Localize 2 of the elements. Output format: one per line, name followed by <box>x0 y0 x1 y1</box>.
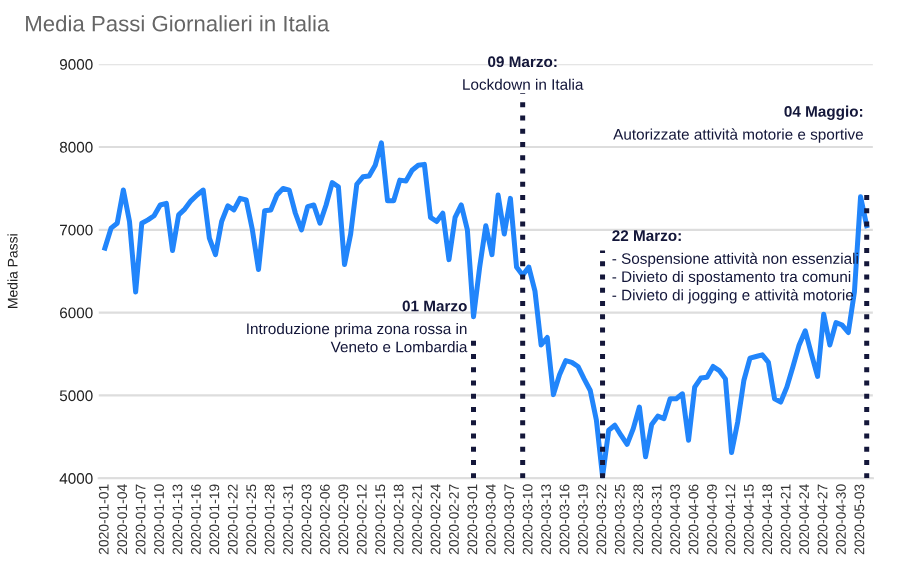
line-series <box>102 140 870 479</box>
chart-title: Media Passi Giornalieri in Italia <box>26 15 330 32</box>
